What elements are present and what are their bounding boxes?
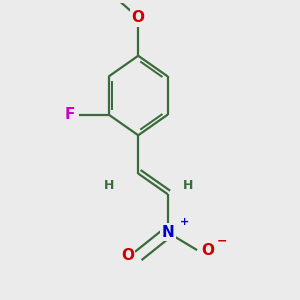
Text: N: N — [161, 225, 174, 240]
Text: +: + — [179, 217, 189, 227]
Text: O: O — [132, 10, 145, 25]
Text: −: − — [216, 235, 227, 248]
Text: O: O — [121, 248, 134, 263]
Text: F: F — [64, 107, 75, 122]
Text: O: O — [202, 243, 214, 258]
Text: H: H — [183, 179, 194, 192]
Text: H: H — [103, 179, 114, 192]
